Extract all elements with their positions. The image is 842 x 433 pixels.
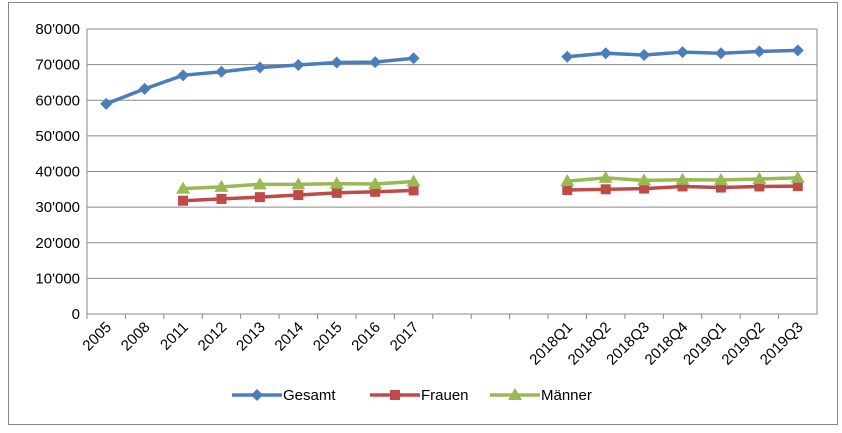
y-tick-label: 0	[72, 306, 80, 323]
marker	[252, 177, 267, 190]
y-tick-label: 40'000	[35, 164, 80, 181]
legend-label: Männer	[541, 387, 592, 404]
marker	[251, 389, 263, 401]
y-tick-label: 20'000	[35, 235, 80, 252]
marker	[215, 65, 228, 78]
y-tick-label: 10'000	[35, 270, 80, 287]
marker	[138, 82, 151, 95]
marker	[598, 170, 613, 183]
marker	[293, 190, 304, 201]
marker	[639, 183, 650, 194]
y-tick-label: 60'000	[35, 92, 80, 109]
y-tick-label: 80'000	[35, 21, 80, 38]
marker	[329, 176, 344, 189]
marker	[100, 97, 113, 110]
marker	[331, 187, 342, 198]
marker	[369, 56, 382, 69]
marker	[370, 186, 381, 197]
marker	[177, 69, 190, 82]
chart-frame	[8, 2, 838, 425]
marker	[330, 56, 343, 69]
legend-label: Frauen	[421, 387, 469, 404]
marker	[752, 171, 767, 184]
marker	[560, 174, 575, 187]
marker	[390, 390, 400, 400]
marker	[254, 192, 265, 203]
marker	[253, 61, 266, 74]
marker	[754, 181, 765, 192]
marker	[599, 47, 612, 60]
marker	[561, 50, 574, 63]
marker	[508, 388, 522, 400]
marker	[677, 181, 688, 192]
marker	[713, 173, 728, 186]
marker	[216, 193, 227, 204]
marker	[407, 52, 420, 65]
marker	[637, 173, 652, 186]
marker	[291, 177, 306, 190]
y-tick-label: 50'000	[35, 128, 80, 145]
marker	[176, 181, 191, 194]
marker	[791, 44, 804, 57]
marker	[675, 172, 690, 185]
marker	[368, 176, 383, 189]
marker	[600, 184, 611, 195]
marker	[676, 46, 689, 59]
marker	[178, 195, 189, 206]
marker	[408, 185, 419, 196]
legend-label: Gesamt	[283, 387, 336, 404]
marker	[562, 185, 573, 196]
marker	[790, 170, 805, 183]
marker	[714, 47, 727, 60]
y-tick-label: 30'000	[35, 199, 80, 216]
marker	[715, 182, 726, 193]
marker	[292, 58, 305, 71]
y-tick-label: 70'000	[35, 57, 80, 74]
marker	[753, 45, 766, 58]
marker	[792, 181, 803, 192]
marker	[214, 179, 229, 192]
marker	[638, 49, 651, 62]
marker	[406, 174, 421, 187]
